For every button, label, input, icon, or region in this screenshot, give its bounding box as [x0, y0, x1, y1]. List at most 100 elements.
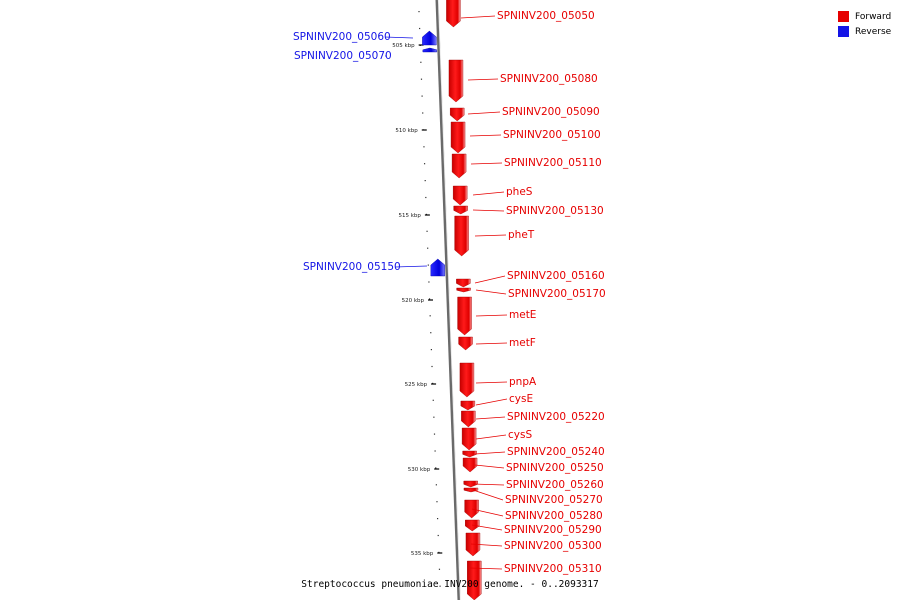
gene-SPNINV200_05130[interactable]: SPNINV200_05130	[453, 205, 604, 217]
gene-SPNINV200_05270[interactable]: SPNINV200_05270	[463, 487, 603, 506]
gene-label[interactable]: SPNINV200_05220	[507, 411, 605, 423]
gene-label[interactable]: SPNINV200_05110	[504, 157, 602, 169]
gene-label[interactable]: SPNINV200_05070	[294, 50, 392, 62]
gene-label[interactable]: SPNINV200_05280	[505, 510, 603, 522]
gene-SPNINV200_05250[interactable]: SPNINV200_05250	[462, 457, 604, 474]
gene-pnpA[interactable]: pnpA	[459, 362, 537, 398]
gene-SPNINV200_05240[interactable]: SPNINV200_05240	[462, 446, 605, 458]
gene-SPNINV200_05260[interactable]: SPNINV200_05260	[463, 479, 604, 491]
gene-arrow[interactable]	[460, 400, 476, 411]
scale-axis: 505 kbp 510 kbp 515 kbp 520 kbp 525 kbp 530 k…	[392, 11, 443, 587]
gene-arrow[interactable]	[458, 336, 473, 351]
gene-label[interactable]: SPNINV200_05080	[500, 73, 598, 85]
gene-arrow[interactable]	[464, 499, 479, 519]
gene-label[interactable]: pheS	[506, 186, 533, 198]
gene-leader-line	[475, 314, 508, 317]
axis-minor-tick	[439, 585, 441, 587]
gene-arrow[interactable]	[453, 205, 468, 215]
gene-arrow[interactable]	[463, 487, 479, 493]
gene-label[interactable]: cysE	[509, 393, 533, 405]
gene-arrow[interactable]	[465, 519, 480, 532]
gene-leader-line	[475, 381, 508, 384]
gene-label[interactable]: SPNINV200_05130	[506, 205, 604, 217]
gene-arrow[interactable]	[462, 450, 477, 458]
gene-label[interactable]: pheT	[508, 229, 535, 241]
gene-arrow[interactable]	[450, 121, 466, 154]
gene-SPNINV200_05050[interactable]: SPNINV200_05050	[446, 0, 595, 28]
genome-backbone	[435, 0, 461, 600]
gene-SPNINV200_05300[interactable]: SPNINV200_05300	[465, 532, 602, 557]
gene-SPNINV200_05150[interactable]: SPNINV200_05150	[303, 258, 446, 277]
gene-metF[interactable]: metF	[458, 336, 536, 351]
gene-label[interactable]: SPNINV200_05240	[507, 446, 605, 458]
gene-label[interactable]: SPNINV200_05100	[503, 129, 601, 141]
gene-label[interactable]: cysS	[508, 429, 532, 441]
gene-label[interactable]: SPNINV200_05300	[504, 540, 602, 552]
gene-arrow[interactable]	[449, 107, 465, 122]
gene-arrow[interactable]	[462, 457, 478, 473]
gene-pheS[interactable]: pheS	[452, 185, 533, 206]
gene-SPNINV200_05290[interactable]: SPNINV200_05290	[465, 519, 602, 536]
gene-SPNINV200_05110[interactable]: SPNINV200_05110	[451, 153, 602, 179]
gene-label[interactable]: pnpA	[509, 376, 537, 388]
gene-arrow[interactable]	[448, 59, 464, 103]
gene-pheT[interactable]: pheT	[454, 215, 535, 257]
gene-metE[interactable]: metE	[457, 296, 537, 336]
gene-arrow[interactable]	[461, 410, 476, 428]
gene-SPNINV200_05080[interactable]: SPNINV200_05080	[448, 59, 598, 103]
axis-minor-tick	[437, 534, 439, 537]
gene-SPNINV200_05070[interactable]: SPNINV200_05070	[294, 47, 438, 62]
gene-label[interactable]: metF	[509, 337, 536, 349]
gene-label[interactable]: SPNINV200_05050	[497, 10, 595, 22]
gene-arrow[interactable]	[467, 560, 482, 600]
gene-SPNINV200_05060[interactable]: SPNINV200_05060	[293, 30, 437, 46]
gene-SPNINV200_05170[interactable]: SPNINV200_05170	[456, 287, 606, 300]
gene-arrow[interactable]	[454, 215, 469, 257]
gene-label[interactable]: SPNINV200_05160	[507, 270, 605, 282]
gene-arrow[interactable]	[457, 296, 472, 336]
gene-leader-line	[467, 111, 501, 115]
gene-arrow[interactable]	[422, 47, 438, 53]
gene-arrow[interactable]	[422, 30, 437, 46]
gene-leader-line	[474, 275, 506, 284]
gene-cysS[interactable]: cysS	[461, 427, 532, 451]
genome-caption: Streptococcus pneumoniae INV200 genome. …	[301, 579, 599, 590]
gene-SPNINV200_05310[interactable]: SPNINV200_05310	[467, 560, 602, 600]
gene-label[interactable]: SPNINV200_05060	[293, 31, 391, 43]
gene-label[interactable]: SPNINV200_05260	[506, 479, 604, 491]
gene-leader-line	[474, 464, 505, 469]
gene-arrow[interactable]	[459, 362, 475, 398]
gene-label[interactable]: SPNINV200_05310	[504, 563, 602, 575]
gene-SPNINV200_05280[interactable]: SPNINV200_05280	[464, 499, 603, 522]
gene-label[interactable]: SPNINV200_05170	[508, 288, 606, 300]
gene-arrow[interactable]	[430, 258, 446, 277]
gene-leader-line	[467, 78, 499, 81]
gene-arrow[interactable]	[451, 153, 467, 179]
gene-cysE[interactable]: cysE	[460, 393, 533, 411]
axis-tick-label: 510 kbp	[395, 128, 418, 134]
gene-label[interactable]: metE	[509, 309, 536, 321]
gene-label[interactable]: SPNINV200_05290	[504, 524, 602, 536]
gene-label[interactable]: SPNINV200_05270	[505, 494, 603, 506]
gene-SPNINV200_05100[interactable]: SPNINV200_05100	[450, 121, 601, 154]
gene-leader-line	[475, 398, 508, 406]
gene-SPNINV200_05220[interactable]: SPNINV200_05220	[461, 410, 605, 428]
gene-arrow[interactable]	[446, 0, 461, 28]
gene-arrow[interactable]	[461, 427, 477, 451]
gene-SPNINV200_05160[interactable]: SPNINV200_05160	[456, 270, 605, 288]
gene-label[interactable]: SPNINV200_05150	[303, 261, 401, 273]
forward-swatch	[838, 11, 849, 22]
legend-forward: Forward	[838, 9, 891, 24]
gene-arrow[interactable]	[456, 287, 471, 293]
gene-arrow[interactable]	[452, 185, 468, 206]
gene-label[interactable]: SPNINV200_05090	[502, 106, 600, 118]
gene-SPNINV200_05090[interactable]: SPNINV200_05090	[449, 106, 600, 122]
gene-label[interactable]: SPNINV200_05250	[506, 462, 604, 474]
gene-leader-line	[471, 524, 503, 531]
gene-leader-line	[470, 162, 503, 165]
gene-arrow[interactable]	[456, 278, 471, 288]
gene-leader-line	[472, 489, 504, 501]
gene-arrow[interactable]	[463, 480, 478, 488]
axis-minor-tick	[429, 315, 431, 317]
